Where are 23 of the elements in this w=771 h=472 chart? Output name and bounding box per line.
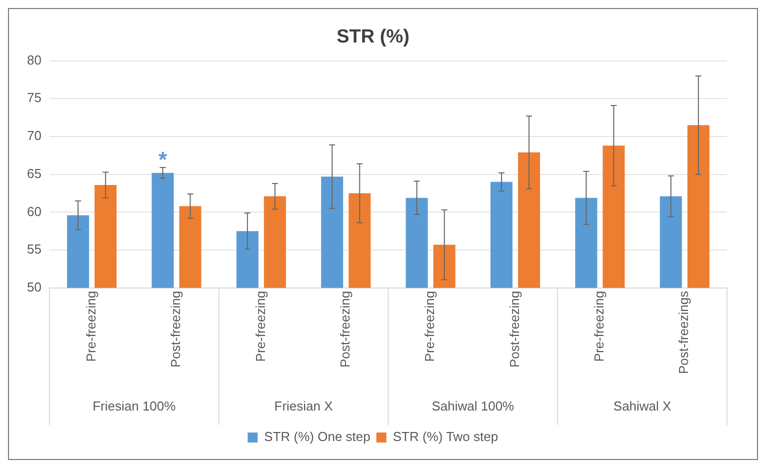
y-tick-label: 50 — [26, 279, 42, 294]
legend-label: STR (%) One step — [264, 429, 370, 444]
chart-title: STR (%) — [336, 26, 410, 48]
annotation: * — [158, 146, 168, 172]
text: Friesian 100% — [92, 398, 176, 414]
y-tick-label: 65 — [26, 166, 42, 181]
x-tick-label: Post-freezings — [676, 290, 692, 374]
y-tick-label: 60 — [26, 204, 42, 219]
x-tick-label: Pre-freezing — [592, 290, 607, 362]
x-tick-label: Pre-freezing — [83, 290, 98, 362]
y-tick-label: 75 — [26, 90, 42, 106]
x-tick-label: Pre-freezing — [252, 290, 268, 362]
text: Sahiwal 100% — [432, 398, 515, 414]
text: Friesian X — [274, 398, 334, 414]
y-tick-label: 80 — [26, 52, 42, 68]
legend-label: STR (%) Two step — [392, 429, 498, 444]
x-tick-label: Post-freezing — [506, 290, 522, 368]
y-tick-label: 70 — [26, 128, 42, 144]
y-tick-label: 55 — [26, 242, 42, 257]
x-tick-label: Pre-freezing — [422, 290, 438, 362]
x-tick-label: Post-freezing — [337, 290, 352, 368]
text: Sahiwal X — [613, 398, 672, 414]
x-tick-label: Post-freezing — [168, 290, 184, 368]
